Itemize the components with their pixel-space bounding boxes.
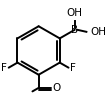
Text: O: O (52, 83, 60, 93)
Text: F: F (70, 63, 76, 73)
Text: B: B (71, 25, 78, 35)
Text: OH: OH (90, 27, 106, 37)
Text: OH: OH (67, 8, 83, 18)
Text: F: F (1, 63, 7, 73)
